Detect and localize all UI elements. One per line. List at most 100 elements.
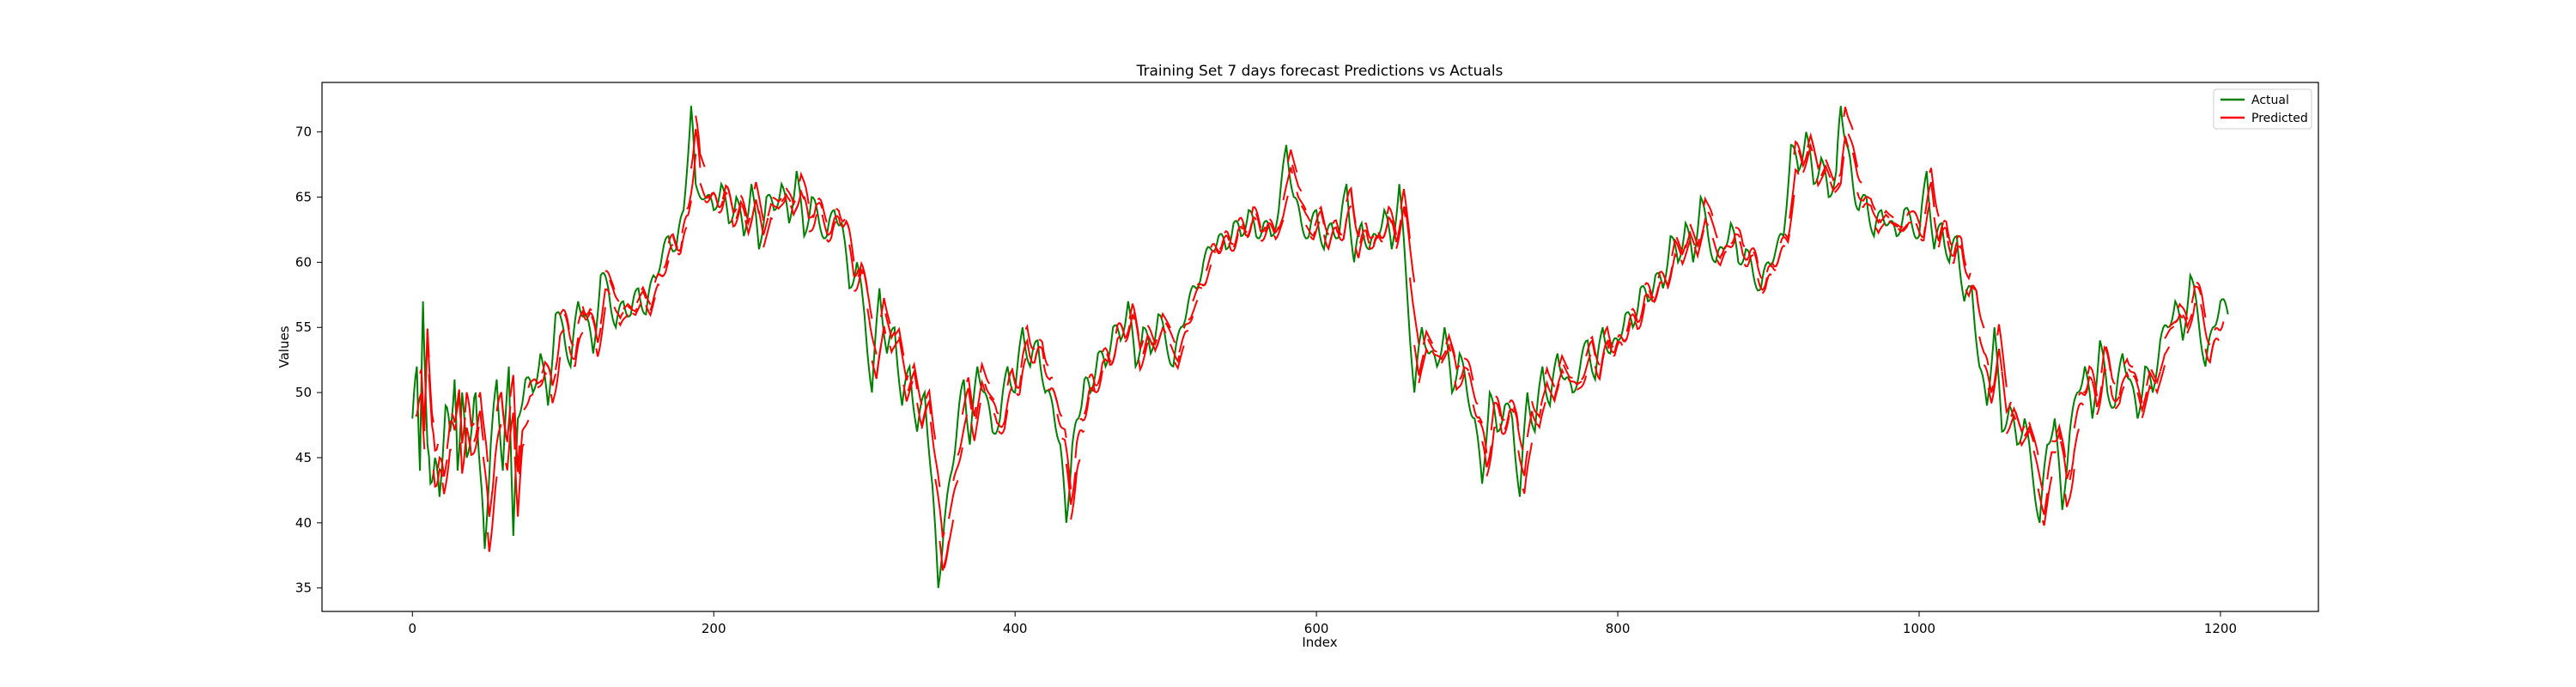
predicted-segment <box>509 374 520 472</box>
predicted-segment <box>2154 365 2166 395</box>
predicted-segment <box>2146 369 2157 386</box>
predicted-segment <box>1874 222 1886 235</box>
predicted-segment <box>1042 364 1054 381</box>
predicted-segment <box>2141 384 2153 418</box>
predicted-segment <box>1783 194 1795 241</box>
predicted-segment <box>988 396 999 415</box>
predicted-segment <box>1255 213 1267 234</box>
predicted-segment <box>2123 356 2134 368</box>
predicted-segment <box>623 302 634 310</box>
predicted-segment <box>550 356 562 404</box>
predicted-segment <box>632 301 642 317</box>
predicted-segment <box>898 337 909 381</box>
predicted-segment <box>432 467 444 489</box>
predicted-segment <box>595 307 606 357</box>
predicted-segment <box>1477 419 1488 453</box>
predicted-segment <box>1246 216 1257 239</box>
predicted-segment <box>1164 322 1176 344</box>
predicted-segment <box>441 448 453 495</box>
predicted-segment <box>1983 364 1994 393</box>
predicted-segment <box>1034 345 1045 362</box>
predicted-segment <box>1531 401 1542 420</box>
predicted-segment <box>1540 380 1552 406</box>
predicted-segment <box>1685 230 1696 249</box>
predicted-segment <box>1372 234 1383 245</box>
predicted-segment <box>1937 226 1949 248</box>
predicted-segment <box>1024 324 1036 350</box>
predicted-segment <box>1002 386 1013 426</box>
predicted-segment <box>1070 459 1081 520</box>
predicted-segment <box>925 387 937 440</box>
predicted-segment <box>835 208 846 222</box>
predicted-segment <box>907 368 919 392</box>
predicted-segment <box>884 313 896 341</box>
predicted-segment <box>591 316 602 344</box>
predicted-segment <box>2196 282 2207 318</box>
legend-actual-label: Actual <box>2251 94 2289 107</box>
predicted-segment <box>1635 303 1646 331</box>
predicted-segment <box>1902 221 1912 233</box>
predicted-segment <box>1793 140 1804 163</box>
y-tick-label: 35 <box>295 581 312 596</box>
predicted-segment <box>957 414 968 456</box>
predicted-segment <box>641 285 652 306</box>
predicted-segment <box>785 187 796 207</box>
predicted-segment <box>1996 324 2008 387</box>
predicted-segment <box>776 198 787 210</box>
predicted-segment <box>726 185 738 214</box>
predicted-segment <box>767 203 778 217</box>
x-axis-label: Index <box>1302 635 1337 650</box>
predicted-segment <box>1300 204 1311 222</box>
predicted-segment <box>825 221 837 243</box>
predicted-segment <box>799 171 810 204</box>
predicted-segment <box>2005 413 2017 435</box>
predicted-segment <box>902 380 914 402</box>
predicted-segment <box>2041 476 2053 526</box>
predicted-segment <box>1562 364 1573 379</box>
predicted-segment <box>1395 206 1406 249</box>
predicted-segment <box>1893 222 1904 230</box>
predicted-segment <box>1716 250 1728 267</box>
predicted-segment <box>1667 252 1678 289</box>
predicted-segment <box>1613 340 1624 357</box>
predicted-segment <box>749 199 760 228</box>
predicted-segment <box>1449 343 1461 371</box>
y-tick-label: 55 <box>295 319 312 335</box>
predicted-segment <box>1869 204 1881 225</box>
predicted-segment <box>1142 333 1153 355</box>
predicted-segment <box>1883 210 1894 219</box>
predicted-segment <box>1801 143 1814 173</box>
predicted-segment <box>1888 220 1899 228</box>
predicted-segment <box>1833 156 1845 193</box>
predicted-segment <box>1097 358 1109 385</box>
predicted-segment <box>2159 346 2171 372</box>
predicted-segment <box>645 296 656 318</box>
predicted-segment <box>2055 423 2067 458</box>
predicted-segment <box>1730 233 1741 245</box>
predicted-segment <box>1201 264 1212 287</box>
predicted-segment <box>1390 219 1402 243</box>
predicted-segment <box>2014 411 2026 434</box>
x-tick-label: 1000 <box>1903 621 1935 636</box>
predicted-segment <box>2114 386 2125 410</box>
predicted-segment <box>875 325 887 379</box>
predicted-segment <box>1797 149 1809 169</box>
predicted-segment <box>2128 368 2139 382</box>
predicted-segment <box>1929 167 1940 217</box>
predicted-segment <box>523 392 534 410</box>
predicted-segment <box>1273 219 1285 241</box>
predicted-segment <box>1056 413 1067 438</box>
predicted-segment <box>718 191 728 214</box>
predicted-segment <box>1083 386 1095 415</box>
predicted-segment <box>459 427 471 474</box>
predicted-segment <box>1133 312 1145 352</box>
predicted-segment <box>1228 234 1239 252</box>
predicted-segment <box>2182 313 2193 330</box>
predicted-segment <box>1504 408 1515 430</box>
predicted-segment <box>854 267 864 292</box>
predicted-segment <box>1309 221 1321 241</box>
predicted-segment <box>998 410 1009 435</box>
predicted-segment <box>762 216 774 248</box>
predicted-segment <box>948 480 959 520</box>
